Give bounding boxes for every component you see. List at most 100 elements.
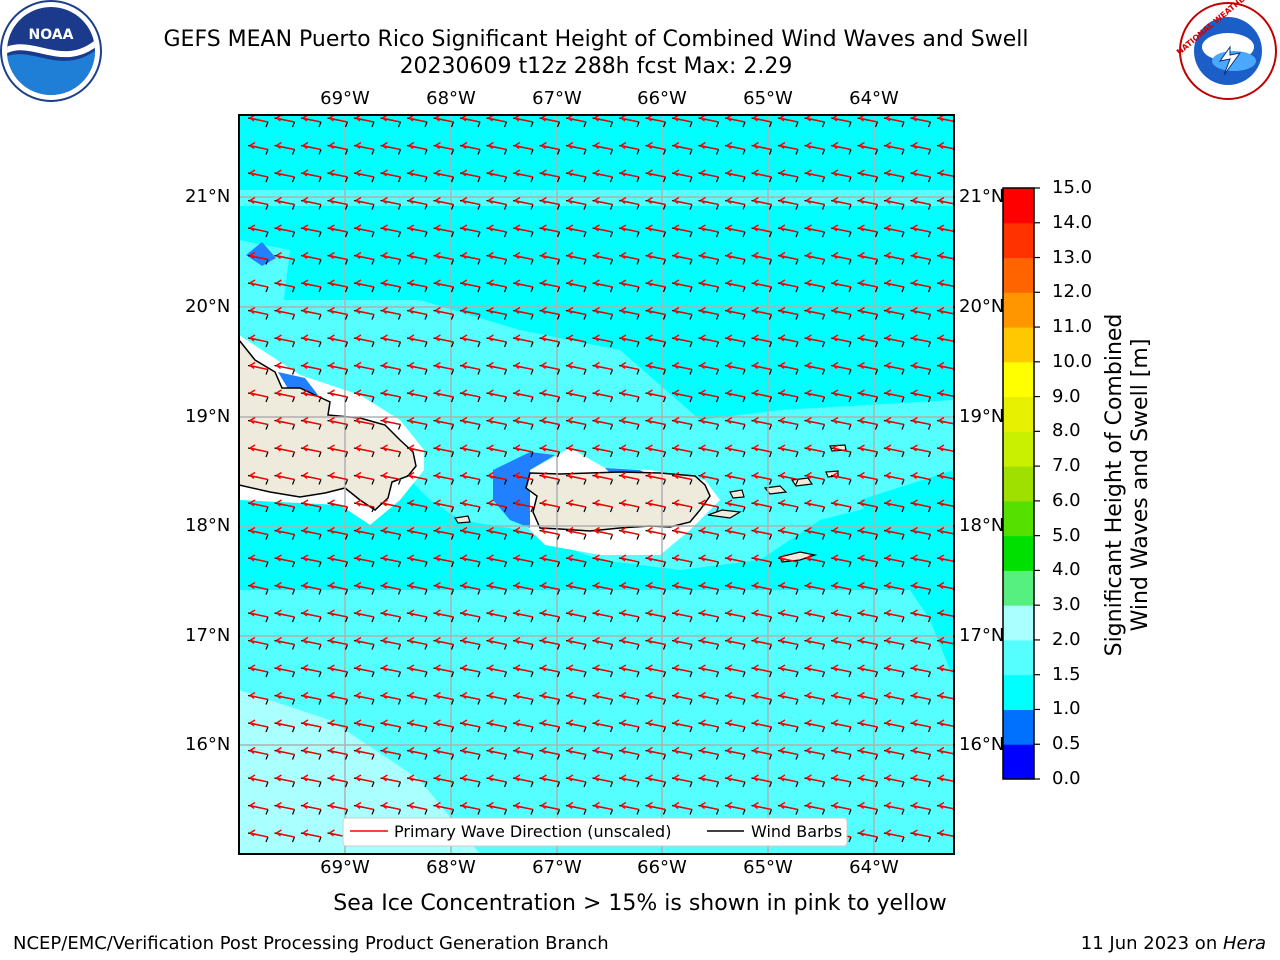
wave-direction-arrow (567, 471, 587, 481)
wave-direction-arrow (249, 141, 269, 151)
wave-direction-arrow (832, 306, 852, 316)
lon-label-bottom: 64°W (849, 857, 899, 878)
wave-direction-arrow (541, 664, 560, 673)
wave-direction-arrow (673, 251, 693, 261)
low-wave-patch-west-pr (493, 452, 555, 528)
wave-direction-arrow (461, 636, 481, 646)
wave-direction-arrow (435, 334, 454, 343)
wave-direction-arrow (249, 361, 269, 371)
wave-wind-vector-field (247, 115, 954, 843)
colorbar-segment (1003, 431, 1034, 467)
wave-direction-arrow (567, 389, 587, 398)
wave-direction-arrow (302, 416, 322, 426)
wave-direction-arrow (355, 609, 375, 618)
wave-direction-arrow (408, 691, 428, 701)
wave-direction-arrow (832, 389, 852, 398)
wave-direction-arrow (488, 499, 507, 508)
wave-direction-arrow (859, 664, 878, 673)
wave-direction-arrow (567, 691, 587, 701)
wave-direction-arrow (673, 719, 693, 728)
lat-label-right: 20°N (959, 296, 1005, 317)
wave-direction-arrow (620, 554, 640, 563)
wave-direction-arrow (779, 499, 799, 508)
wave-direction-arrow (461, 664, 481, 673)
wave-direction-arrow (700, 224, 719, 233)
wave-direction-arrow (912, 609, 931, 618)
nws-logo: NATIONAL WEATHER SERVICE (1175, 0, 1280, 100)
wave-direction-arrow (276, 774, 295, 783)
wave-direction-arrow (938, 801, 954, 810)
wave-direction-arrow (700, 774, 719, 783)
wave-direction-arrow (408, 774, 428, 783)
wave-direction-arrow (329, 526, 348, 536)
wave-direction-arrow (461, 526, 481, 536)
wave-direction-arrow (276, 306, 295, 316)
wave-direction-arrow (488, 169, 507, 178)
footer-host: Hera (1222, 933, 1266, 954)
wave-direction-arrow (753, 554, 772, 563)
wave-direction-arrow (408, 609, 428, 618)
wave-direction-arrow (647, 664, 666, 673)
wave-direction-arrow (461, 691, 481, 701)
wave-direction-arrow (806, 691, 825, 701)
wave-direction-arrow (700, 251, 719, 261)
wave-direction-arrow (382, 609, 401, 618)
wave-direction-arrow (620, 444, 640, 453)
colorbar-tick-label: 15.0 (1052, 177, 1093, 198)
wave-direction-arrow (753, 169, 772, 178)
wave-direction-arrow (249, 801, 269, 811)
wave-direction-arrow (594, 774, 613, 783)
wave-direction-arrow (594, 746, 613, 756)
wave-direction-arrow (461, 609, 481, 618)
wave-direction-arrow (753, 334, 772, 343)
lat-label-left: 21°N (185, 186, 231, 207)
wave-direction-arrow (302, 279, 322, 288)
wave-direction-arrow (461, 774, 481, 783)
wave-direction-arrow (567, 664, 587, 673)
colorbar-tick-label: 3.0 (1052, 594, 1081, 616)
wave-direction-arrow (541, 801, 560, 811)
wave-direction-arrow (514, 334, 534, 343)
wave-direction-arrow (673, 279, 693, 288)
wave-direction-arrow (859, 691, 878, 701)
wave-direction-arrow (276, 361, 295, 371)
wave-direction-arrow (912, 691, 931, 701)
wave-direction-arrow (885, 554, 905, 563)
wave-direction-arrow (832, 774, 852, 783)
wave-direction-arrow (382, 774, 401, 783)
wave-direction-arrow (700, 664, 719, 673)
wave-direction-arrow (488, 719, 507, 728)
wave-direction-arrow (249, 664, 269, 673)
wave-direction-arrow (620, 636, 640, 646)
wave-direction-arrow (488, 636, 507, 646)
wave-direction-arrow (938, 141, 954, 150)
wave-direction-arrow (885, 719, 905, 728)
wave-direction-arrow (382, 279, 401, 288)
wave-direction-arrow (912, 746, 931, 756)
wave-direction-arrow (461, 746, 481, 756)
wave-direction-arrow (249, 581, 269, 591)
wave-direction-arrow (435, 141, 454, 151)
colorbar-segment (1003, 327, 1034, 363)
wave-direction-arrow (249, 691, 269, 701)
lon-label-bottom: 68°W (426, 857, 476, 878)
wave-direction-arrow (912, 334, 931, 343)
wave-direction-arrow (859, 526, 878, 536)
wave-direction-arrow (355, 334, 375, 343)
colorbar-segment (1003, 639, 1034, 676)
wave-direction-arrow (700, 581, 719, 591)
wave-direction-arrow (276, 829, 295, 838)
wave-direction-arrow (832, 279, 852, 288)
wave-direction-arrow (806, 581, 825, 591)
wave-direction-arrow (514, 746, 534, 756)
wave-direction-arrow (567, 801, 587, 811)
colorbar-tick-label: 4.0 (1052, 559, 1081, 581)
hispaniola-land (239, 338, 417, 511)
wave-direction-arrow (355, 471, 375, 481)
wave-direction-arrow (355, 499, 375, 508)
wave-direction-arrow (514, 224, 534, 233)
wave-direction-arrow (329, 306, 348, 316)
wave-direction-arrow (514, 471, 534, 481)
wave-direction-arrow (594, 196, 613, 206)
wave-direction-arrow (647, 361, 666, 371)
